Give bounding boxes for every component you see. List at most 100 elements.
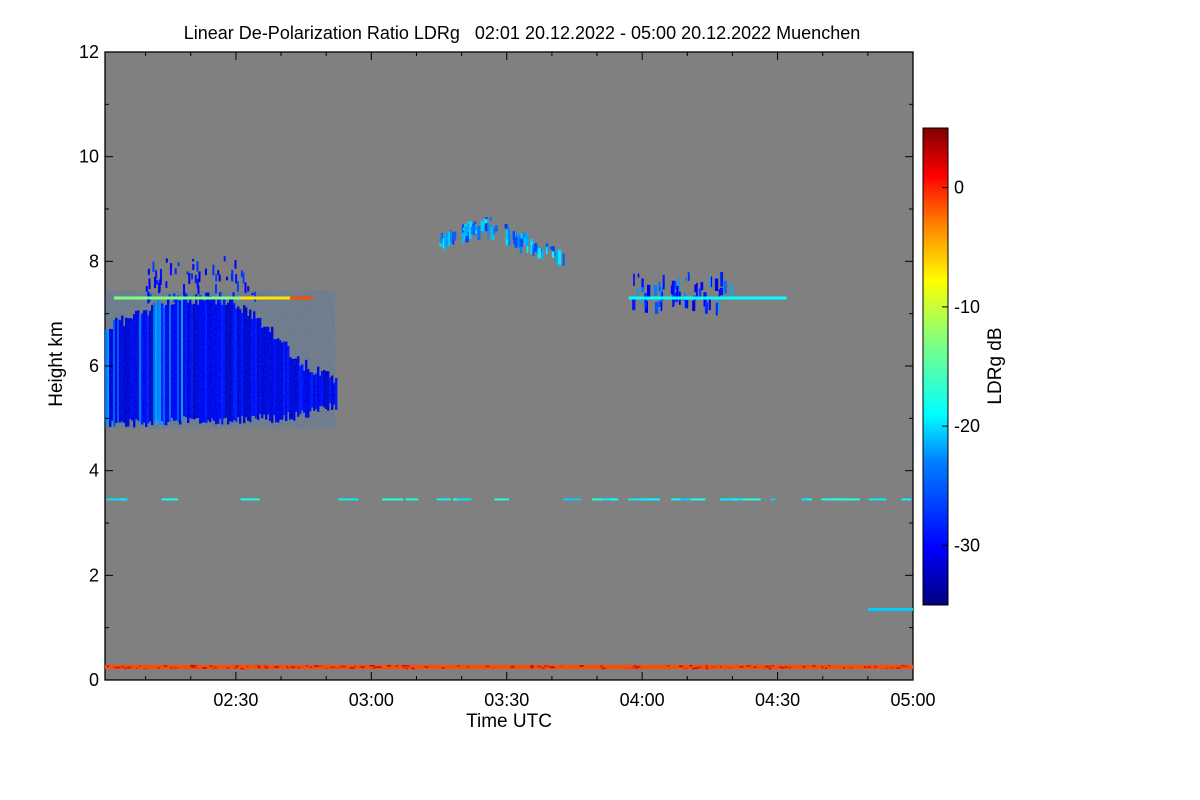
cloud-wisp [156,279,158,285]
layer-line [867,607,913,611]
cloud-wisp [158,282,161,293]
ground-speck [698,666,702,668]
cloud-fragment [552,246,555,257]
cloud-fragment [532,244,535,256]
cloud-fragment [632,299,636,311]
cloud-fragment [449,230,452,243]
cloud-wisp [160,268,162,281]
cloud-wisp [186,271,189,275]
ground-speck [235,665,239,667]
x-tick-label: 05:00 [890,690,935,710]
cloud-fragment [641,278,644,288]
ground-speck [848,667,850,669]
ground-speck [411,667,415,670]
ground-speck [290,666,296,668]
cloud-fragment [637,288,639,296]
cloud-fragment [641,285,645,292]
ground-speck [457,665,460,667]
ground-speck [851,667,853,669]
cloud-fragment [661,291,663,301]
colorbar-label: LDRg dB [985,327,1006,404]
ground-speck [541,667,545,669]
y-axis-label: Height km [46,321,67,407]
cloud-fragment [730,283,733,299]
cloud-fragment [547,244,550,249]
cloud-wisp [152,261,155,272]
cloud-fragment [464,226,468,236]
cloud-wisp [192,264,195,270]
ground-speck [373,667,375,669]
ground-speck [106,665,110,667]
layer-segment [436,498,451,501]
layer-segment [600,498,618,501]
ground-speck [306,665,308,667]
cloud-fragment [471,225,474,235]
y-tick-label: 6 [89,356,99,376]
layer-segment [119,498,126,501]
ground-speck [405,667,408,670]
layer-line [114,296,313,300]
cloud-wisp [169,267,172,276]
cloud-fragment [461,232,465,243]
ground-speck [395,665,398,667]
cloud-fragment [654,301,659,314]
ground-speck [711,666,714,668]
cloud-fragment [658,281,661,292]
ground-speck [874,666,877,668]
cloud-wisp [251,292,254,295]
ground-speck [768,667,772,670]
ground-speck [866,666,872,668]
cloud-wisp [217,270,220,275]
cloud-fragment [504,224,508,229]
ground-speck [867,665,870,667]
cloud-fragment [485,217,488,232]
ground-speck [213,666,218,669]
ground-speck [286,667,289,669]
cloud-fragment [641,298,643,304]
colorbar [922,127,949,606]
cloud-wisp [148,278,151,290]
layer-segment [831,498,850,501]
cloud-wisp [230,273,233,281]
ground-speck [114,666,118,669]
cloud-wisp [188,273,191,284]
y-tick-label: 2 [89,565,99,585]
layer-segment [494,498,509,501]
ground-speck [772,665,774,667]
cloud-fragment [552,251,555,258]
cloud-fragment [719,287,723,296]
ground-speck [821,666,824,669]
cloud-fragment [658,300,661,307]
ground-speck [297,666,300,669]
ground-speck [510,665,515,668]
cloud-fragment [720,272,724,287]
cloud-fragment [480,220,484,231]
cloud-fragment [508,228,511,237]
cloud-fragment [526,242,529,253]
cirrus-fragments-upper [439,217,565,266]
ground-speck [369,665,375,667]
cloud-fragment [698,288,702,297]
layer-segment [733,498,739,501]
cloud-fragment [519,238,523,247]
layer-segment [645,498,660,501]
cloud-wisp [196,278,199,289]
ground-speck [313,665,316,668]
cloud-fragment [678,277,680,292]
layer-line-hot [240,296,291,300]
layer-line-hot [290,296,313,300]
layer-segment [338,498,359,501]
cloud-wisp [197,285,200,295]
cloud-fragment [473,224,476,235]
x-tick-label: 02:30 [213,690,258,710]
cloud-wisp [196,261,199,272]
ground-speck [257,665,260,667]
cloud-fragment [467,223,470,231]
ground-speck [550,666,556,669]
cloud-wisp [234,260,237,269]
cloud-fragment [447,231,451,247]
cloud-wisp [212,264,215,276]
cloud-wisp [149,293,152,298]
ground-speck [635,666,641,668]
